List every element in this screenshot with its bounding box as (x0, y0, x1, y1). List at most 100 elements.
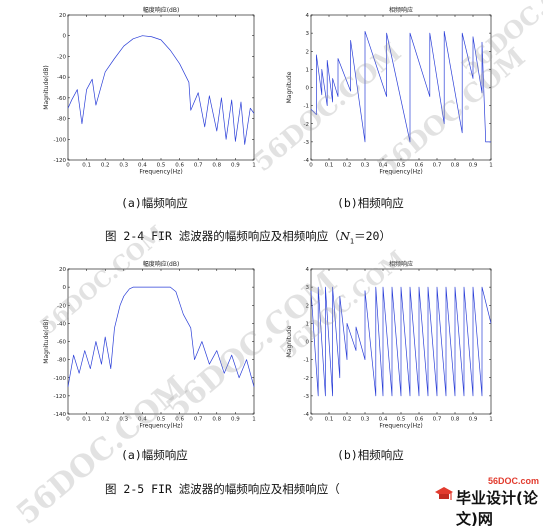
y-tick-label: -80 (57, 117, 66, 123)
caption-subscript: 1 (349, 237, 355, 246)
x-tick-label: 0.3 (119, 163, 128, 169)
x-tick-label: 0.6 (175, 417, 184, 423)
y-tick-label: -20 (57, 303, 66, 309)
x-tick-label: 0.1 (325, 163, 334, 169)
x-axis-label: Frequency(Hz) (379, 169, 422, 176)
y-tick-label: -60 (57, 340, 66, 346)
x-tick-label: 0.1 (82, 163, 91, 169)
y-tick-label: -120 (54, 158, 67, 164)
x-axis-label: Frequency(Hz) (139, 169, 182, 176)
graduation-cap-icon (435, 487, 453, 500)
x-tick-label: 0 (66, 163, 70, 169)
y-tick-label: 2 (306, 49, 310, 55)
logo-url: 56DOC.com (488, 476, 540, 486)
x-tick-label: 0.7 (433, 163, 442, 169)
y-tick-label: -1 (304, 104, 309, 110)
x-tick-label: 0.9 (231, 417, 240, 423)
x-tick-label: 0.8 (212, 163, 221, 169)
x-tick-label: 0.6 (175, 163, 184, 169)
y-tick-label: -3 (304, 394, 310, 400)
x-tick-label: 0.4 (379, 417, 388, 423)
y-tick-label: 3 (306, 285, 310, 291)
x-tick-label: 0.7 (194, 163, 203, 169)
x-tick-label: 0.3 (361, 417, 370, 423)
fig-2-4-magnitude-plot: 幅度响应(dB) 0 0.1 0.2 0.3 0.4 0.5 0.6 0.7 0.8 0.9 1 20 0… (43, 6, 256, 176)
x-tick-label: 0.5 (397, 417, 406, 423)
y-tick-label: 4 (306, 267, 310, 273)
y-axis-label: Magnitude (286, 325, 293, 357)
x-tick-label: 0.5 (397, 163, 406, 169)
x-tick-label: 0.2 (101, 417, 110, 423)
x-tick-label: 0.3 (361, 163, 370, 169)
x-tick-label: 0 (309, 417, 313, 423)
x-tick-label: 0.2 (101, 163, 110, 169)
x-axis-label: Frequency(Hz) (379, 423, 422, 430)
y-tick-label: -2 (304, 122, 309, 128)
logo-text: 毕业设计(论文)网 (456, 489, 538, 528)
chart-title: 相频响应 (389, 6, 413, 14)
y-axis-label: Magnitude (286, 71, 293, 103)
x-tick-label: 0.4 (138, 417, 147, 423)
series-line (310, 286, 492, 397)
x-tick-label: 0.6 (415, 163, 424, 169)
x-tick-label: 0.9 (469, 163, 478, 169)
fig-2-4-sub-b: (b)相频响应 (337, 196, 404, 210)
caption-symbol: N (339, 229, 350, 243)
caption-prefix: 图 2-4 FIR 滤波器的幅频响应及相频响应（ (105, 229, 340, 243)
y-tick-label: 20 (59, 13, 66, 19)
y-tick-label: 0 (306, 340, 310, 346)
x-axis-label: Frequency(Hz) (139, 423, 182, 430)
caption-prefix: 图 2-5 FIR 滤波器的幅频响应及相频响应（ (105, 482, 340, 496)
y-tick-label: -100 (54, 376, 67, 382)
x-tick-label: 0.9 (231, 163, 240, 169)
y-tick-label: -40 (57, 75, 66, 81)
series-line (67, 286, 255, 387)
fig-2-4-caption: 图 2-4 FIR 滤波器的幅频响应及相频响应（N1＝20） (105, 228, 391, 245)
y-tick-label: -60 (57, 96, 66, 102)
fig-2-5-phase-plot: 相频响应 0 0.1 0.2 0.3 0.4 0.5 0.6 0.7 0.8 0.9 1 4 3 2 1 0 -1… (286, 260, 493, 430)
site-logo: 56DOC.com 毕业设计(论文)网 (432, 476, 540, 528)
y-tick-label: 0 (63, 34, 67, 40)
y-tick-label: -3 (304, 140, 310, 146)
x-tick-label: 0.5 (157, 417, 166, 423)
y-tick-label: 2 (306, 303, 310, 309)
series-line (310, 30, 491, 143)
fig-2-5-sub-b: (b)相频响应 (337, 448, 404, 462)
y-tick-label: -1 (304, 358, 309, 364)
fig-2-5-caption: 图 2-5 FIR 滤波器的幅频响应及相频响应（ (105, 481, 340, 497)
x-tick-label: 0.7 (433, 417, 442, 423)
x-tick-label: 0.4 (379, 163, 388, 169)
y-tick-label: -80 (57, 358, 66, 364)
y-axis-label: Magnitude(dB) (43, 65, 50, 109)
y-tick-label: -140 (54, 412, 67, 418)
y-tick-label: 1 (306, 67, 310, 73)
x-tick-label: 0.6 (415, 417, 424, 423)
fig-2-5-magnitude-plot: 幅度响应(dB) 0 0.1 0.2 0.3 0.4 0.5 0.6 0.7 0.8 0.9 1 20 0… (43, 260, 256, 430)
y-tick-label: -4 (304, 158, 310, 164)
x-tick-label: 0 (309, 163, 313, 169)
x-tick-label: 0 (66, 417, 70, 423)
x-tick-label: 1 (489, 417, 493, 423)
y-tick-label: 1 (306, 321, 310, 327)
series-line (67, 35, 255, 145)
x-tick-label: 0.4 (138, 163, 147, 169)
y-tick-label: -120 (54, 394, 67, 400)
x-tick-label: 0.2 (343, 163, 352, 169)
x-tick-label: 0.8 (451, 417, 460, 423)
y-tick-label: 0 (306, 86, 310, 92)
x-tick-label: 0.7 (194, 417, 203, 423)
x-tick-label: 0.1 (82, 417, 91, 423)
chart-title: 相频响应 (389, 260, 413, 268)
y-axis-label: Magnitude(dB) (43, 319, 50, 363)
y-tick-label: -20 (57, 54, 66, 60)
x-tick-label: 0.9 (469, 417, 478, 423)
y-tick-label: 4 (306, 13, 310, 19)
fig-2-4-phase-plot: 相频响应 0 0.1 0.2 0.3 0.4 0.5 0.6 0.7 0.8 0.9 1 4 3 2 1 0 -1… (286, 6, 493, 176)
y-tick-label: -2 (304, 376, 309, 382)
document-page: 幅度响应(dB) 0 0.1 0.2 0.3 0.4 0.5 0.6 0.7 0.8 0.9 1 20 0… (10, 0, 543, 532)
y-tick-label: -4 (304, 412, 310, 418)
y-tick-label: 3 (306, 31, 310, 37)
x-tick-label: 0.2 (343, 417, 352, 423)
x-tick-label: 1 (252, 163, 256, 169)
x-tick-label: 1 (489, 163, 493, 169)
